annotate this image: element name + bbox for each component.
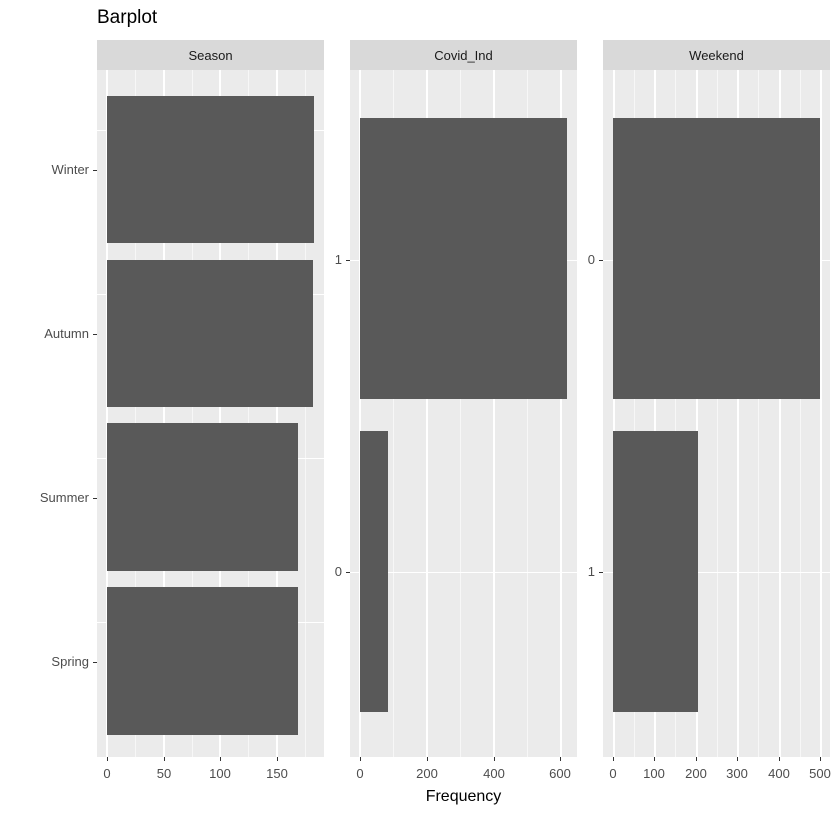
plot-area [350, 70, 577, 757]
facet-panel-season: Season [97, 40, 324, 757]
bar-weekend-1 [613, 431, 698, 712]
y-label: 1 [587, 564, 595, 579]
major-gridline [106, 70, 108, 757]
x-label: 50 [156, 766, 172, 781]
y-label: Autumn [44, 326, 89, 341]
x-label: 400 [768, 766, 790, 781]
x-label: 300 [726, 766, 748, 781]
bar-weekend-0 [613, 118, 820, 399]
minor-gridline [135, 70, 136, 757]
x-label: 600 [549, 766, 571, 781]
gridline [350, 572, 577, 573]
x-tick [737, 757, 738, 761]
bar-winter [107, 96, 314, 243]
plot-area [97, 70, 324, 757]
x-tick [820, 757, 821, 761]
x-tick [696, 757, 697, 761]
x-label: 0 [103, 766, 111, 781]
x-tick [494, 757, 495, 761]
minor-gridline [248, 70, 249, 757]
x-tick [654, 757, 655, 761]
x-tick [427, 757, 428, 761]
minor-gridline [675, 70, 676, 757]
y-label: 0 [334, 564, 342, 579]
y-tick [346, 572, 350, 573]
x-label: 500 [809, 766, 831, 781]
x-tick [220, 757, 221, 761]
x-tick [360, 757, 361, 761]
facet-strip: Covid_Ind [350, 40, 577, 70]
major-gridline [426, 70, 428, 757]
x-label: 400 [483, 766, 505, 781]
gridline [603, 572, 830, 573]
major-gridline [560, 70, 562, 757]
minor-gridline [800, 70, 801, 757]
y-tick [346, 260, 350, 261]
y-tick [599, 260, 603, 261]
facet-panel-covid-ind: Covid_Ind [350, 40, 577, 757]
plot-area [603, 70, 830, 757]
major-gridline [219, 70, 221, 757]
minor-gridline [527, 70, 528, 757]
major-gridline [276, 70, 278, 757]
y-tick [93, 170, 97, 171]
major-gridline [737, 70, 739, 757]
x-tick [107, 757, 108, 761]
y-label: Winter [51, 162, 89, 177]
major-gridline [163, 70, 165, 757]
major-gridline [696, 70, 698, 757]
bar-spring [107, 587, 298, 735]
bar-summer [107, 423, 298, 571]
major-gridline [779, 70, 781, 757]
y-tick [93, 498, 97, 499]
x-label: 200 [685, 766, 707, 781]
minor-gridline [634, 70, 635, 757]
x-tick [277, 757, 278, 761]
x-label: 200 [416, 766, 438, 781]
x-label: 100 [643, 766, 665, 781]
y-tick [93, 662, 97, 663]
y-tick [599, 572, 603, 573]
major-gridline [820, 70, 822, 757]
minor-gridline [758, 70, 759, 757]
y-label: Spring [51, 654, 89, 669]
y-tick [93, 334, 97, 335]
x-axis-title: Frequency [425, 788, 502, 805]
y-label: 0 [587, 252, 595, 267]
major-gridline [613, 70, 615, 757]
x-tick [560, 757, 561, 761]
major-gridline [654, 70, 656, 757]
x-label: 150 [266, 766, 288, 781]
minor-gridline [192, 70, 193, 757]
x-label: 100 [209, 766, 231, 781]
bar-covid-0 [360, 431, 388, 712]
x-label: 0 [356, 766, 364, 781]
bar-autumn [107, 260, 313, 407]
facet-strip: Weekend [603, 40, 830, 70]
x-tick [779, 757, 780, 761]
bar-covid-1 [360, 118, 567, 399]
major-gridline [359, 70, 361, 757]
x-tick [164, 757, 165, 761]
minor-gridline [305, 70, 306, 757]
y-label: Summer [39, 490, 89, 505]
x-tick [613, 757, 614, 761]
x-label: 0 [609, 766, 617, 781]
minor-gridline [393, 70, 394, 757]
facet-panel-weekend: Weekend [603, 40, 830, 757]
major-gridline [493, 70, 495, 757]
minor-gridline [717, 70, 718, 757]
chart-title: Barplot [97, 7, 158, 28]
y-label: 1 [334, 252, 342, 267]
minor-gridline [460, 70, 461, 757]
facet-strip: Season [97, 40, 324, 70]
